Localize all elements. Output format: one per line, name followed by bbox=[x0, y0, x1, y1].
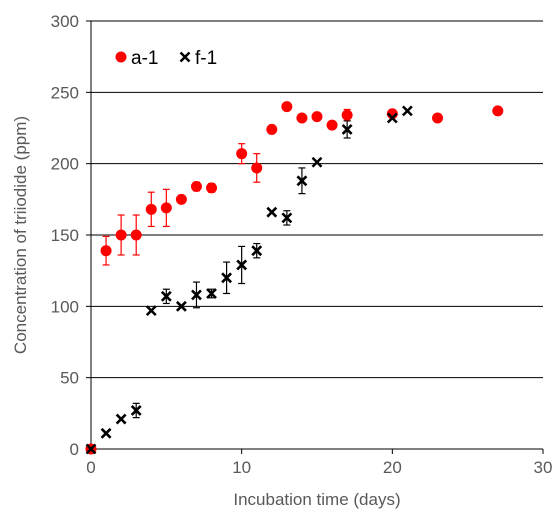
point-f-1-1-stroke-b bbox=[100, 427, 112, 439]
x-tick-label-10: 10 bbox=[232, 458, 251, 477]
y-tick-label-50: 50 bbox=[60, 369, 79, 388]
point-a-1-9 bbox=[236, 148, 248, 160]
y-axis-title: Concentration of triiodide (ppm) bbox=[11, 116, 30, 354]
point-f-1-7-stroke-b bbox=[191, 289, 202, 301]
point-a-1-15 bbox=[326, 119, 338, 131]
point-a-1-13 bbox=[296, 112, 308, 124]
point-a-1-19 bbox=[492, 105, 504, 117]
y-tick-label-150: 150 bbox=[51, 226, 79, 245]
point-f-1-15 bbox=[311, 156, 323, 168]
point-f-1-0-stroke-b bbox=[85, 443, 97, 455]
point-f-1-4 bbox=[145, 305, 157, 317]
point-a-1-6 bbox=[175, 193, 187, 205]
point-f-1-6-stroke-b bbox=[175, 300, 187, 312]
point-f-1-14-stroke-b bbox=[296, 175, 308, 187]
y-tick-label-300: 300 bbox=[51, 12, 79, 31]
legend-label-f-1: f-1 bbox=[195, 48, 217, 69]
x-axis-title: Incubation time (days) bbox=[233, 490, 400, 509]
point-f-1-8-stroke-b bbox=[206, 288, 217, 299]
point-a-1-10 bbox=[251, 162, 263, 174]
x-tick-label-0: 0 bbox=[86, 458, 95, 477]
point-f-1-2 bbox=[115, 413, 127, 425]
point-f-1-5 bbox=[160, 290, 172, 302]
point-a-1-2 bbox=[115, 229, 127, 241]
point-f-1-6 bbox=[175, 300, 187, 312]
point-f-1-13-stroke-b bbox=[281, 212, 293, 224]
data-points bbox=[85, 101, 504, 455]
point-a-1-18 bbox=[432, 112, 444, 124]
point-a-1-16 bbox=[341, 109, 353, 121]
point-f-1-18-stroke-b bbox=[401, 105, 413, 117]
point-f-1-9 bbox=[221, 272, 233, 284]
point-a-1-5 bbox=[160, 202, 172, 214]
axes bbox=[86, 20, 544, 454]
point-f-1-0 bbox=[85, 443, 97, 455]
point-f-1-4-stroke-b bbox=[145, 305, 157, 317]
point-f-1-3 bbox=[130, 405, 142, 416]
y-tick-label-100: 100 bbox=[51, 297, 79, 316]
point-f-1-11-stroke-b bbox=[251, 245, 263, 257]
point-a-1-14 bbox=[311, 111, 323, 123]
point-f-1-14 bbox=[296, 175, 308, 187]
point-f-1-8 bbox=[206, 288, 217, 299]
point-f-1-18 bbox=[401, 105, 413, 117]
legend-marker-f-1 bbox=[179, 51, 191, 63]
point-f-1-7 bbox=[191, 289, 202, 301]
point-f-1-16 bbox=[341, 124, 353, 135]
point-a-1-3 bbox=[130, 229, 142, 241]
point-f-1-12 bbox=[266, 206, 278, 218]
point-a-1-4 bbox=[145, 203, 157, 215]
y-tick-label-200: 200 bbox=[51, 155, 79, 174]
point-f-1-15-stroke-b bbox=[311, 156, 323, 168]
point-a-1-12 bbox=[281, 101, 293, 113]
point-f-1-9-stroke-b bbox=[221, 272, 233, 284]
point-f-1-12-stroke-b bbox=[266, 206, 278, 218]
point-f-1-5-stroke-b bbox=[160, 290, 172, 302]
point-f-1-10-stroke-b bbox=[236, 259, 248, 271]
point-f-1-17-stroke-b bbox=[386, 112, 398, 124]
point-a-1-7 bbox=[190, 180, 202, 192]
legend-symbol-a-1 bbox=[115, 51, 127, 63]
x-tick-label-20: 20 bbox=[383, 458, 402, 477]
point-a-1-11 bbox=[266, 123, 278, 135]
gridlines bbox=[91, 20, 543, 379]
point-a-1-1 bbox=[100, 245, 112, 257]
legend: a-1 f-1 bbox=[115, 48, 217, 69]
point-f-1-16-stroke-b bbox=[341, 124, 353, 135]
x-tick-labels: 0 10 20 30 bbox=[86, 458, 552, 477]
point-f-1-1 bbox=[100, 427, 112, 439]
y-tick-labels: 0 50 100 150 200 250 300 bbox=[51, 12, 79, 459]
point-a-1-8 bbox=[206, 182, 218, 194]
legend-label-a-1: a-1 bbox=[131, 48, 158, 69]
y-tick-label-250: 250 bbox=[51, 83, 79, 102]
x-tick-label-30: 30 bbox=[534, 458, 553, 477]
legend-symbol-f-1 bbox=[179, 51, 191, 63]
legend-symbol-f-1-stroke-b bbox=[179, 51, 191, 63]
point-f-1-11 bbox=[251, 245, 263, 257]
point-f-1-2-stroke-b bbox=[115, 413, 127, 425]
point-f-1-3-stroke-b bbox=[130, 405, 142, 416]
point-f-1-13 bbox=[281, 212, 293, 224]
legend-marker-a-1 bbox=[115, 51, 127, 63]
point-f-1-10 bbox=[236, 259, 248, 271]
error-bars bbox=[102, 108, 351, 419]
y-tick-label-0: 0 bbox=[70, 440, 79, 459]
point-f-1-17 bbox=[386, 112, 398, 124]
